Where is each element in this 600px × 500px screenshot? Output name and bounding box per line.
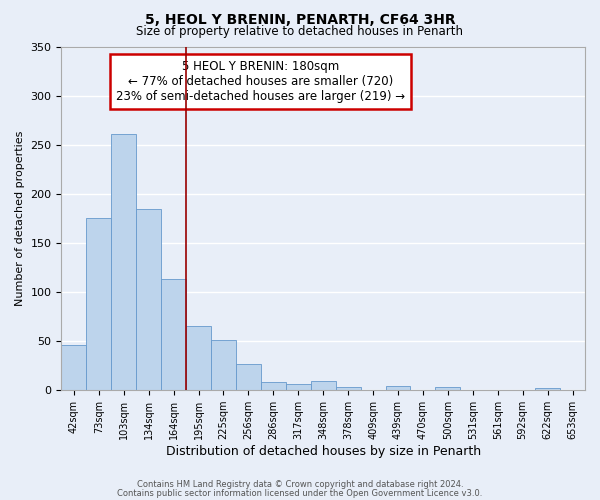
Text: 5, HEOL Y BRENIN, PENARTH, CF64 3HR: 5, HEOL Y BRENIN, PENARTH, CF64 3HR — [145, 12, 455, 26]
Text: Contains public sector information licensed under the Open Government Licence v3: Contains public sector information licen… — [118, 488, 482, 498]
Bar — [86, 218, 111, 390]
Bar — [335, 387, 361, 390]
Bar — [161, 279, 186, 390]
Bar — [286, 384, 311, 390]
Bar — [311, 381, 335, 390]
Text: 5 HEOL Y BRENIN: 180sqm
← 77% of detached houses are smaller (720)
23% of semi-d: 5 HEOL Y BRENIN: 180sqm ← 77% of detache… — [116, 60, 405, 103]
Bar — [436, 387, 460, 390]
Bar — [186, 326, 211, 390]
Bar — [236, 364, 261, 390]
Bar — [111, 134, 136, 390]
Bar — [211, 340, 236, 390]
X-axis label: Distribution of detached houses by size in Penarth: Distribution of detached houses by size … — [166, 444, 481, 458]
Text: Size of property relative to detached houses in Penarth: Size of property relative to detached ho… — [137, 25, 464, 38]
Bar — [61, 344, 86, 390]
Text: Contains HM Land Registry data © Crown copyright and database right 2024.: Contains HM Land Registry data © Crown c… — [137, 480, 463, 489]
Bar — [261, 382, 286, 390]
Bar — [136, 210, 161, 390]
Bar — [386, 386, 410, 390]
Y-axis label: Number of detached properties: Number of detached properties — [15, 130, 25, 306]
Bar — [535, 388, 560, 390]
